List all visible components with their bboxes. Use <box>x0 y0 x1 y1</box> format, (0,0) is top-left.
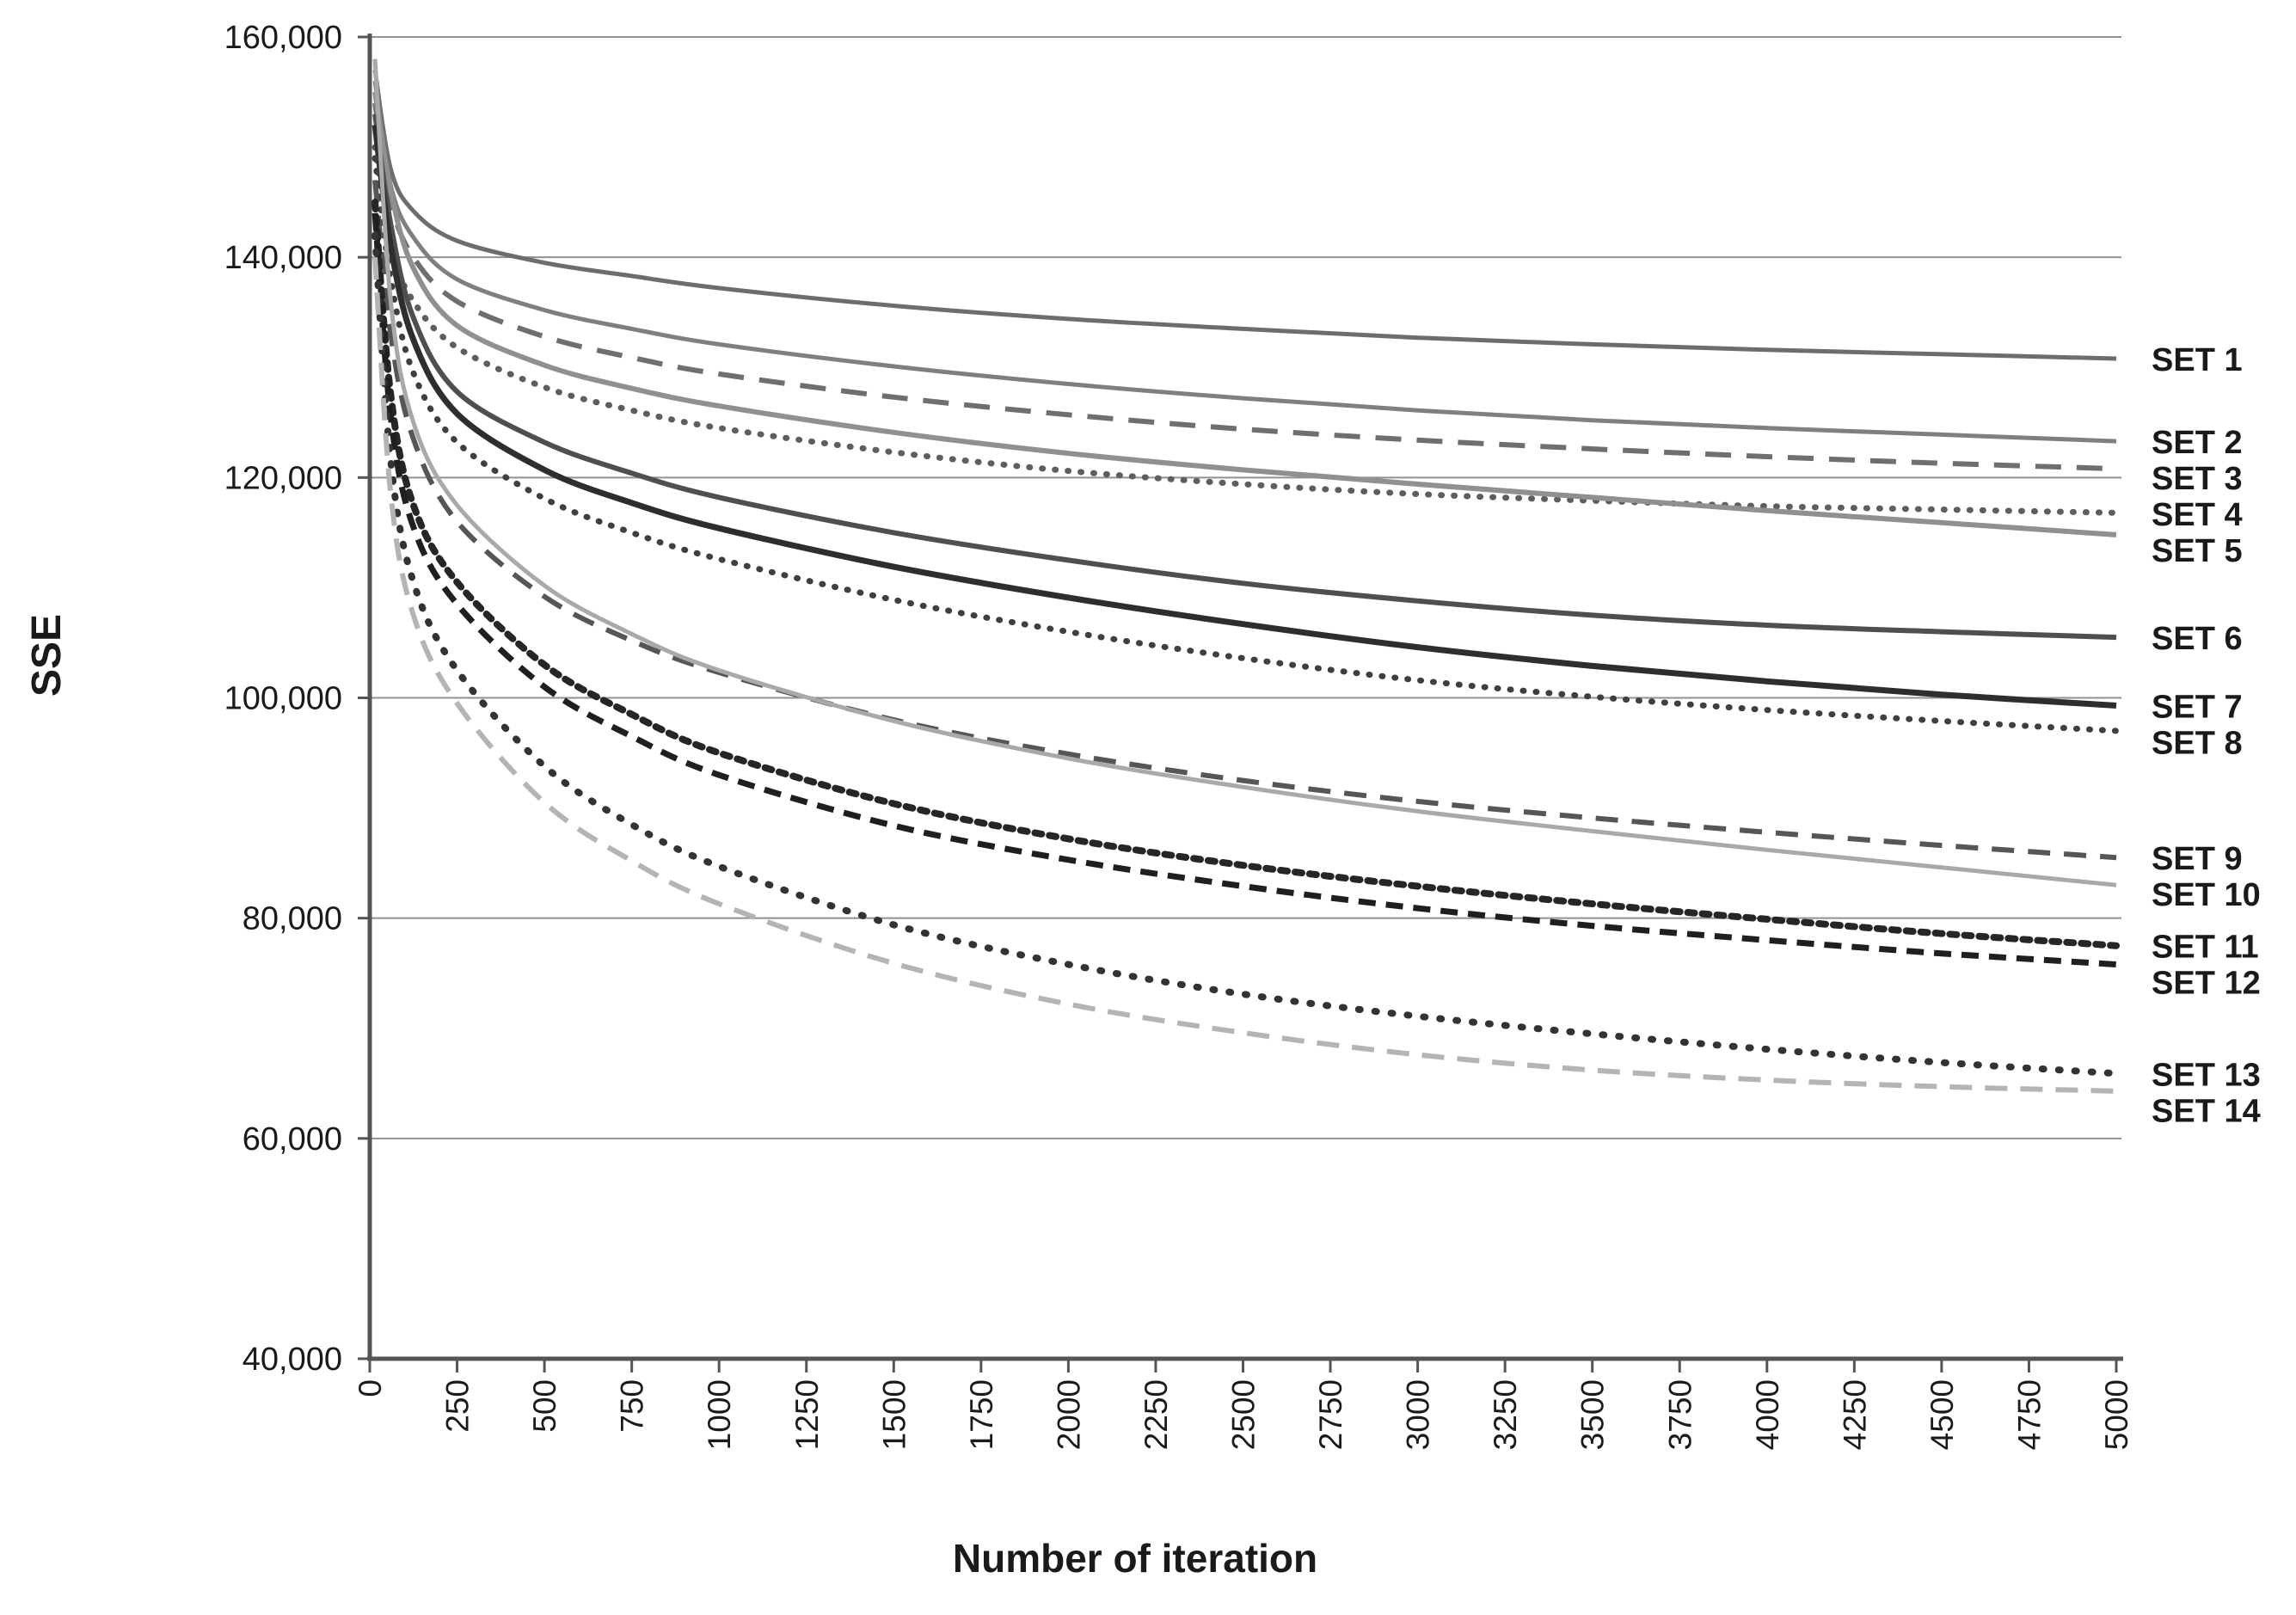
y-tick-label-140000: 140,000 <box>224 240 342 276</box>
series-line-set-14 <box>372 256 2117 1094</box>
y-tick-label-160000: 160,000 <box>224 20 342 56</box>
series-line-set-11 <box>371 199 2120 949</box>
series-line-set-5 <box>372 91 2117 537</box>
series-label-set-3: SET 3 <box>2152 461 2243 497</box>
series-label-set-2: SET 2 <box>2152 425 2243 461</box>
x-tick-label-3750: 3750 <box>1662 1379 1697 1450</box>
series-line-set-10 <box>372 58 2117 887</box>
series-line-set-1 <box>372 70 2117 361</box>
x-tick-label-250: 250 <box>440 1379 476 1433</box>
x-tick-label-1500: 1500 <box>876 1379 912 1450</box>
series-label-set-13: SET 13 <box>2152 1057 2261 1093</box>
series-line-set-9 <box>372 180 2117 861</box>
x-tick-label-2500: 2500 <box>1226 1379 1262 1450</box>
x-tick-label-0: 0 <box>353 1379 388 1397</box>
series-label-set-14: SET 14 <box>2152 1093 2261 1129</box>
x-tick-label-4500: 4500 <box>1925 1379 1960 1450</box>
x-tick-label-1000: 1000 <box>702 1379 737 1450</box>
series-label-set-4: SET 4 <box>2152 497 2243 533</box>
y-tick-label-120000: 120,000 <box>224 460 342 496</box>
y-tick-label-60000: 60,000 <box>242 1121 342 1158</box>
x-tick-label-3250: 3250 <box>1488 1379 1523 1450</box>
series-label-set-9: SET 9 <box>2152 841 2243 877</box>
series-label-set-6: SET 6 <box>2152 621 2243 657</box>
series-line-set-4 <box>371 144 2120 516</box>
series-label-set-10: SET 10 <box>2152 877 2261 913</box>
x-tick-label-3000: 3000 <box>1401 1379 1436 1450</box>
series-label-set-11: SET 11 <box>2152 930 2259 966</box>
x-tick-label-500: 500 <box>527 1379 562 1433</box>
series-label-set-12: SET 12 <box>2152 966 2261 1002</box>
series-line-set-12 <box>371 212 2117 967</box>
series-label-set-8: SET 8 <box>2152 725 2243 761</box>
series-line-set-6 <box>372 114 2117 641</box>
x-tick-label-3500: 3500 <box>1575 1379 1611 1450</box>
x-tick-label-4000: 4000 <box>1750 1379 1785 1450</box>
series-line-set-13 <box>371 231 2120 1078</box>
x-axis-title: Number of iteration <box>953 1536 1317 1581</box>
y-tick-label-40000: 40,000 <box>242 1342 342 1378</box>
series-line-set-3 <box>372 102 2117 472</box>
x-tick-label-1750: 1750 <box>964 1379 999 1450</box>
series-label-set-1: SET 1 <box>2152 342 2243 378</box>
x-tick-label-4250: 4250 <box>1837 1379 1872 1450</box>
series-line-set-2 <box>372 80 2117 444</box>
y-tick-label-80000: 80,000 <box>242 901 342 937</box>
x-tick-label-2250: 2250 <box>1139 1379 1174 1450</box>
y-axis-title: SSE <box>24 614 70 697</box>
x-tick-label-4750: 4750 <box>2011 1379 2047 1450</box>
x-tick-label-5000: 5000 <box>2099 1379 2134 1450</box>
series-label-set-5: SET 5 <box>2152 533 2243 569</box>
series-label-set-7: SET 7 <box>2152 689 2243 725</box>
x-tick-label-2750: 2750 <box>1313 1379 1348 1450</box>
series-line-set-7 <box>371 125 2117 709</box>
y-tick-label-100000: 100,000 <box>224 681 342 717</box>
x-tick-label-1250: 1250 <box>789 1379 825 1450</box>
x-tick-label-2000: 2000 <box>1051 1379 1086 1450</box>
x-tick-label-750: 750 <box>615 1379 650 1433</box>
series-line-set-8 <box>371 155 2120 734</box>
